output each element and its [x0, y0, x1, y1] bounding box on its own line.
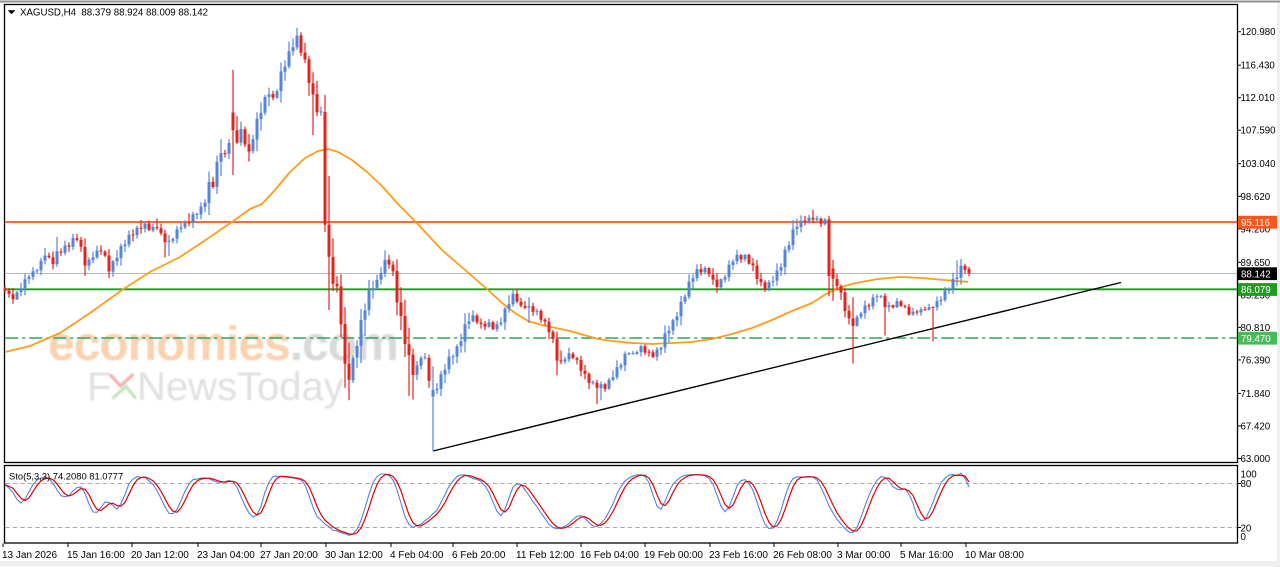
svg-text:23 Feb 16:00: 23 Feb 16:00 [709, 550, 768, 561]
svg-text:NewsToday: NewsToday [137, 365, 344, 409]
svg-text:67.420: 67.420 [1241, 421, 1271, 432]
svg-text:16 Feb 04:00: 16 Feb 04:00 [580, 550, 639, 561]
svg-text:71.840: 71.840 [1241, 389, 1271, 400]
svg-text:76.390: 76.390 [1241, 355, 1271, 366]
svg-text:94.200: 94.200 [1241, 224, 1271, 235]
svg-text:80: 80 [1241, 479, 1252, 490]
svg-text:15 Jan 16:00: 15 Jan 16:00 [67, 550, 125, 561]
svg-text:95.116: 95.116 [1241, 218, 1270, 229]
svg-text:F: F [87, 365, 111, 409]
svg-text:Sto(5,3,3) 74.2080 81.0777: Sto(5,3,3) 74.2080 81.0777 [9, 471, 123, 482]
svg-text:13 Jan 2026: 13 Jan 2026 [2, 550, 57, 561]
svg-text:63.000: 63.000 [1241, 454, 1271, 465]
svg-text:98.620: 98.620 [1241, 192, 1271, 203]
svg-text:103.040: 103.040 [1241, 159, 1277, 170]
svg-text:30 Jan 12:00: 30 Jan 12:00 [325, 550, 383, 561]
svg-text:116.430: 116.430 [1241, 61, 1276, 72]
svg-text:27 Jan 20:00: 27 Jan 20:00 [260, 550, 318, 561]
svg-text:23 Jan 04:00: 23 Jan 04:00 [197, 550, 255, 561]
svg-text:112.010: 112.010 [1241, 93, 1276, 104]
svg-text:XAGUSD,H4 88.379 88.924 88.00: XAGUSD,H4 88.379 88.924 88.009 88.142 [20, 8, 208, 19]
svg-text:100: 100 [1241, 470, 1258, 481]
svg-text:6 Feb 20:00: 6 Feb 20:00 [452, 550, 506, 561]
svg-text:19 Feb 00:00: 19 Feb 00:00 [644, 550, 703, 561]
svg-text:89.650: 89.650 [1241, 258, 1271, 269]
svg-text:10 Mar 08:00: 10 Mar 08:00 [965, 550, 1024, 561]
svg-text:26 Feb 08:00: 26 Feb 08:00 [773, 550, 832, 561]
svg-text:79.470: 79.470 [1241, 334, 1271, 345]
svg-text:20: 20 [1241, 524, 1252, 535]
svg-text:80.810: 80.810 [1241, 323, 1271, 334]
svg-text:120.980: 120.980 [1241, 27, 1277, 38]
svg-text:5 Mar 16:00: 5 Mar 16:00 [900, 550, 954, 561]
svg-text:107.590: 107.590 [1241, 126, 1277, 137]
svg-text:3 Mar 00:00: 3 Mar 00:00 [837, 550, 891, 561]
svg-text:86.079: 86.079 [1241, 285, 1271, 296]
svg-text:4 Feb 04:00: 4 Feb 04:00 [390, 550, 444, 561]
svg-text:20 Jan 12:00: 20 Jan 12:00 [131, 550, 189, 561]
svg-text:11 Feb 12:00: 11 Feb 12:00 [516, 550, 575, 561]
svg-text:88.142: 88.142 [1241, 269, 1271, 280]
svg-text:0: 0 [1241, 532, 1247, 543]
